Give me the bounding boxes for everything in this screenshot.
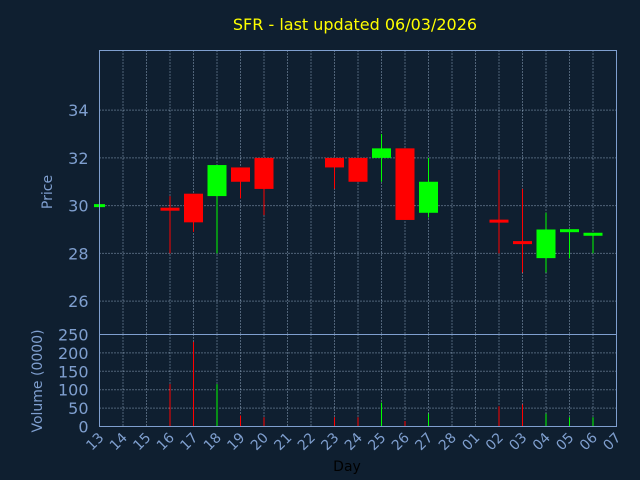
x-tick-label: 14 [107, 430, 131, 454]
x-tick-label: 01 [459, 430, 483, 454]
candle-body [254, 157, 274, 189]
price-y-tick-label: 30 [68, 197, 88, 216]
x-tick-label: 20 [248, 430, 272, 454]
x-tick-label: 02 [483, 430, 507, 454]
candle-body [395, 148, 415, 220]
x-tick-label: 27 [412, 430, 436, 454]
candle-body [513, 241, 532, 245]
price-y-tick-label: 32 [68, 149, 88, 168]
candle-body [207, 165, 227, 197]
candle-body [325, 157, 344, 168]
candle-body [583, 232, 603, 236]
x-tick-label: 16 [154, 430, 178, 454]
candle-body [419, 181, 438, 213]
volume-y-tick-label: 250 [58, 326, 89, 345]
candle-body [372, 148, 391, 158]
x-tick-label: 17 [177, 430, 201, 454]
x-tick-label: 15 [130, 430, 154, 454]
candle-body [160, 207, 180, 211]
x-tick-label: 22 [295, 430, 319, 454]
x-tick-label: 24 [342, 430, 366, 454]
x-ticks: 13 14 15 16 17 18 19 20 21 22 23 24 25 26 27 28 01 02 03 04… [83, 430, 624, 454]
candle-body [536, 229, 556, 259]
volume-y-tick-label: 100 [58, 381, 89, 400]
x-tick-label: 04 [530, 430, 554, 454]
volume-y-tick-label: 200 [58, 344, 89, 363]
x-tick-label: 23 [318, 430, 342, 454]
volume-panel-frame [99, 334, 617, 427]
x-tick-label: 05 [553, 430, 577, 454]
price-y-tick-label: 26 [68, 292, 88, 311]
candle-body [489, 219, 509, 223]
volume-y-tick-label: 50 [68, 399, 88, 418]
volume-y-tick-label: 0 [78, 418, 88, 437]
price-y-tick-label: 34 [68, 101, 88, 120]
x-tick-label: 26 [389, 430, 413, 454]
volume-bars [169, 341, 594, 427]
chart-title: SFR - last updated 06/03/2026 [233, 15, 477, 34]
x-tick-label: 07 [600, 430, 624, 454]
volume-y-tick-label: 150 [58, 362, 89, 381]
x-tick-label: 28 [436, 430, 460, 454]
x-tick-label: 03 [506, 430, 530, 454]
volume-grid [99, 334, 617, 427]
candle-body [184, 193, 203, 223]
candle-body [348, 157, 368, 182]
x-tick-label: 06 [577, 430, 601, 454]
price-y-tick-label: 28 [68, 244, 88, 263]
price-grid [99, 50, 617, 335]
x-tick-label: 21 [271, 430, 295, 454]
x-tick-label: 19 [224, 430, 248, 454]
x-tick-label: 18 [201, 430, 225, 454]
volume-axis-label: Volume (0000) [30, 329, 46, 432]
price-axis-label: Price [40, 175, 56, 209]
candles [94, 134, 603, 273]
x-tick-label: 25 [365, 430, 389, 454]
candle-body [560, 229, 579, 233]
x-axis-label: Day [333, 459, 361, 475]
candle-body [231, 167, 250, 182]
price-y-ticks: 26 28 30 32 34 [68, 101, 88, 311]
